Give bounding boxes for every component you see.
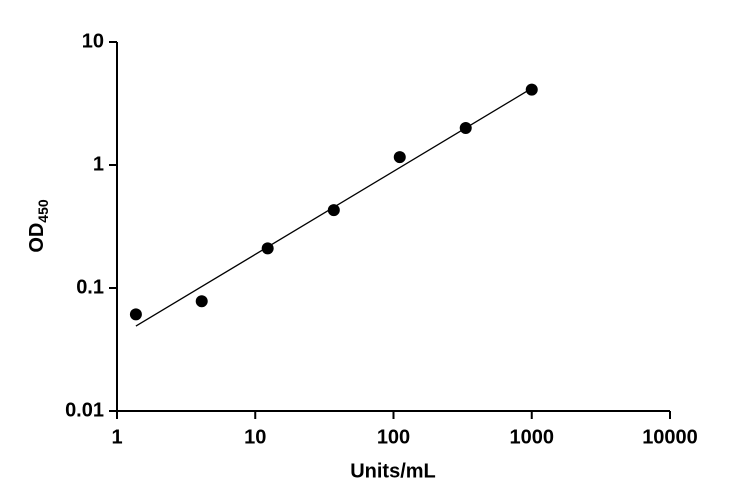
data-point — [525, 83, 538, 96]
x-axis-label: Units/mL — [350, 460, 436, 482]
data-point — [327, 204, 340, 217]
y-tick-label: 10 — [82, 30, 104, 52]
y-axis-label-subscript: 450 — [35, 199, 51, 223]
data-point — [129, 308, 142, 321]
y-axis-label: OD450 — [26, 199, 50, 253]
y-tick-label: 0.01 — [65, 399, 104, 421]
x-tick-label: 1000 — [510, 426, 555, 448]
data-point — [393, 151, 406, 164]
x-tick-label: 10000 — [642, 426, 698, 448]
y-tick-label: 1 — [93, 153, 104, 175]
y-axis-label-main: OD — [26, 223, 48, 253]
x-tick-label: 10 — [244, 426, 266, 448]
x-tick-label: 100 — [377, 426, 410, 448]
data-point — [195, 295, 208, 308]
y-tick-label: 0.1 — [76, 276, 104, 298]
fit-line — [135, 87, 533, 327]
x-tick-label: 1 — [111, 426, 122, 448]
